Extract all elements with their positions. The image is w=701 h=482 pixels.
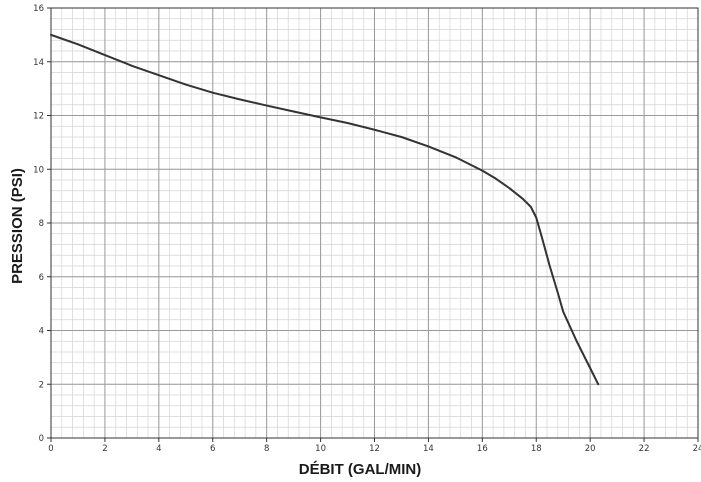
x-tick-label: 16 [477,444,488,454]
x-tick-label: 4 [156,444,161,454]
y-axis-title: PRESSION (PSI) [9,168,26,284]
x-tick-label: 0 [48,444,53,454]
y-tick-label: 8 [39,219,44,229]
x-tick-label: 22 [639,444,650,454]
y-tick-label: 14 [33,58,44,68]
y-tick-label: 6 [39,273,44,283]
x-tick-label: 20 [585,444,596,454]
y-tick-label: 0 [39,434,44,444]
y-tick-label: 10 [33,165,44,175]
x-tick-label: 2 [102,444,107,454]
x-tick-label: 12 [369,444,380,454]
y-tick-label: 16 [33,4,44,14]
x-axis-title: DÉBIT (GAL/MIN) [299,461,421,478]
y-tick-label: 4 [39,327,44,337]
y-tick-label: 12 [33,112,44,122]
x-tick-label: 10 [315,444,326,454]
x-tick-label: 8 [264,444,269,454]
y-axis-ticks: 0 2 4 6 8 10 12 14 16 [33,4,51,444]
x-axis-ticks: 0 2 4 6 8 10 12 14 16 18 20 22 24 [48,438,701,454]
pressure-curve [50,33,600,386]
y-tick-label: 2 [39,380,44,390]
x-tick-label: 18 [531,444,542,454]
x-tick-label: 6 [210,444,215,454]
x-tick-label: 24 [693,444,701,454]
x-tick-label: 14 [423,444,434,454]
